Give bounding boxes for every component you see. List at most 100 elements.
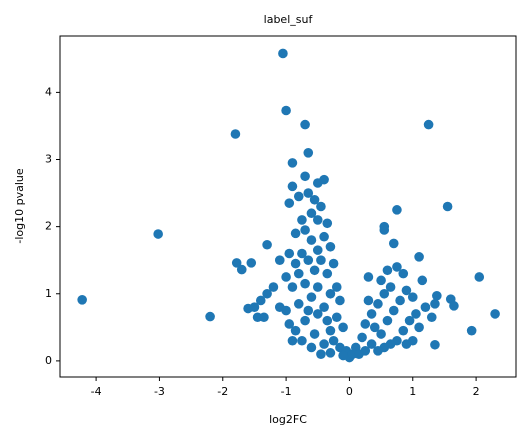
point (262, 239, 272, 250)
point (388, 238, 399, 249)
point (404, 315, 415, 326)
point (373, 299, 383, 309)
point (376, 329, 386, 339)
point (284, 319, 295, 329)
point (287, 181, 298, 192)
point (363, 295, 374, 306)
y-tick-label: 1 (45, 287, 52, 300)
point (379, 225, 390, 235)
point (414, 252, 424, 262)
point (246, 258, 257, 268)
point (319, 231, 329, 242)
point (369, 322, 380, 333)
point (354, 349, 364, 359)
point (303, 147, 314, 158)
point (255, 295, 266, 306)
point (430, 339, 440, 350)
point (306, 235, 317, 245)
point (300, 225, 310, 235)
point (309, 194, 320, 205)
point (331, 312, 342, 323)
x-tick-label: -4 (91, 385, 102, 398)
y-tick-label: 0 (45, 354, 52, 367)
point (338, 322, 348, 333)
point (306, 292, 317, 302)
point (312, 282, 323, 292)
point (312, 245, 323, 255)
point (316, 255, 326, 266)
point (401, 285, 412, 296)
point (466, 325, 477, 336)
point (382, 265, 393, 276)
point (303, 188, 314, 198)
point (325, 241, 336, 252)
point (395, 295, 405, 306)
point (231, 258, 242, 268)
point (243, 303, 253, 314)
point (322, 268, 333, 279)
point (290, 258, 301, 269)
point (287, 158, 298, 168)
plot-frame (59, 35, 517, 378)
point (297, 248, 307, 259)
point (335, 295, 345, 306)
point (322, 315, 333, 326)
point (300, 278, 310, 289)
point (278, 48, 288, 59)
point (281, 305, 291, 316)
point (205, 311, 215, 322)
point (398, 268, 409, 279)
point (423, 119, 434, 130)
point (236, 264, 247, 275)
point (300, 119, 310, 130)
point (259, 312, 269, 323)
point (77, 295, 87, 305)
point (262, 288, 272, 299)
point (331, 282, 342, 292)
point (306, 208, 317, 219)
point (319, 302, 329, 312)
point (414, 322, 424, 333)
point (290, 325, 301, 336)
point (420, 302, 431, 312)
point (268, 282, 279, 292)
point (274, 255, 285, 266)
point (392, 262, 402, 272)
point (284, 198, 295, 208)
point (430, 299, 440, 309)
x-tick-label: 0 (346, 385, 353, 398)
point (303, 255, 314, 266)
point (442, 201, 453, 212)
point (376, 275, 386, 286)
point (363, 272, 374, 282)
point (379, 288, 390, 299)
point (316, 349, 326, 359)
point (309, 329, 320, 339)
point (474, 272, 485, 282)
point (281, 272, 291, 282)
point (325, 325, 336, 336)
point (398, 325, 409, 336)
point (322, 218, 333, 229)
point (300, 171, 310, 182)
point (388, 305, 399, 316)
point (290, 228, 301, 239)
point (338, 350, 348, 361)
y-tick-label: 3 (45, 153, 52, 166)
point (153, 229, 163, 239)
point (360, 319, 371, 329)
point (287, 282, 298, 292)
point (297, 335, 307, 346)
point (328, 258, 339, 269)
point (325, 348, 336, 358)
point (319, 339, 329, 349)
x-tick-label: -1 (281, 385, 292, 398)
chart-title: label_suf (264, 13, 314, 26)
point (432, 290, 442, 301)
point (284, 248, 295, 259)
point (373, 346, 383, 356)
point (316, 201, 326, 212)
point (293, 191, 304, 202)
point (366, 309, 377, 319)
point (312, 178, 323, 188)
